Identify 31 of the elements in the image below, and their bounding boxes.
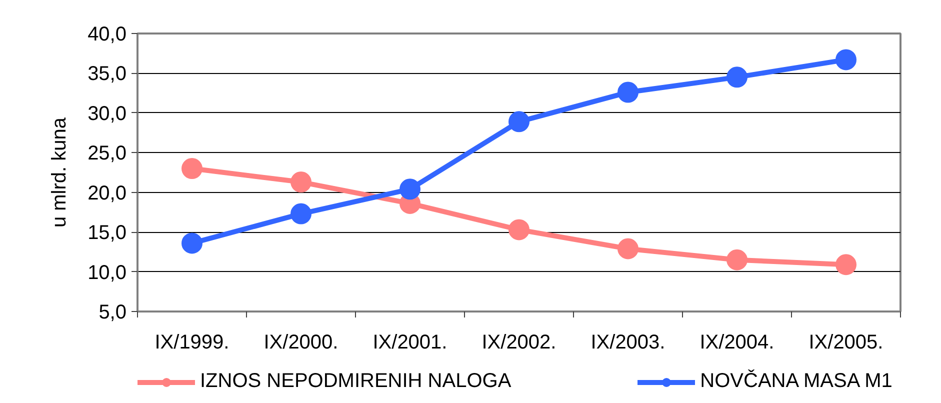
legend-label: IZNOS NEPODMIRENIH NALOGA [200,370,512,393]
point [182,158,202,180]
x-tick-label: IX/2005. [808,332,884,354]
point [618,82,638,103]
point [508,219,530,240]
y-tick-label: 15,0 [88,222,127,244]
point [618,238,638,260]
x-tick-label: IX/2002. [482,332,556,354]
x-tick-label: IX/2000. [264,332,338,354]
point [836,254,856,276]
point [182,232,202,254]
y-tick-label: 40,0 [88,24,127,46]
y-tick-label: 5,0 [98,302,127,324]
x-tick-label: IX/1999. [154,332,230,354]
x-tick-label: IX/2001. [372,332,448,354]
x-tick-label: IX/2003. [590,332,666,354]
point [508,111,530,132]
point [836,49,856,70]
point [400,178,420,200]
point [726,66,748,88]
point [726,249,748,270]
y-tick-label: 30,0 [88,102,127,125]
y-tick-label: 20,0 [88,182,127,204]
point [290,172,312,193]
y-tick-label: 10,0 [88,262,127,284]
point [290,203,312,224]
y-tick-label: 35,0 [88,63,127,86]
y-tick-label: 25,0 [88,142,127,165]
y-axis-title: u mlrd. kuna [48,116,71,228]
legend-label: NOVČANA MASA M1 [700,370,892,393]
x-tick-label: IX/2004. [700,332,774,354]
